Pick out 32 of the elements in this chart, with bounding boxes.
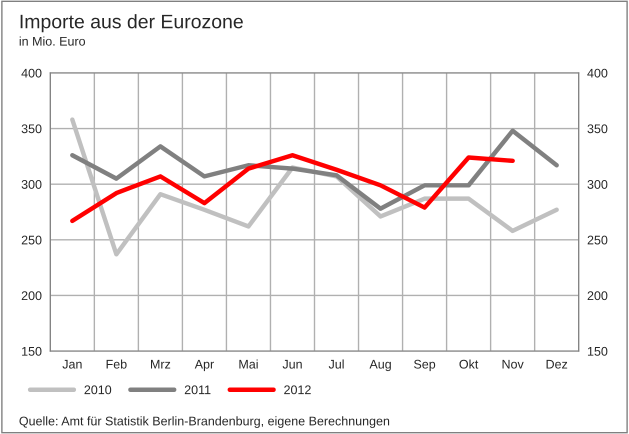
x-tick-label: Jan xyxy=(62,360,82,369)
legend-label: 2011 xyxy=(184,385,210,394)
y2-tick-label: 150 xyxy=(588,346,608,356)
source-note: Quelle: Amt für Statistik Berlin-Brandenburg, eigene Berechnungen xyxy=(19,416,390,428)
y2-tick-label: 200 xyxy=(588,291,608,300)
x-tick-label: Dez xyxy=(546,360,568,369)
y-tick-label: 350 xyxy=(22,124,42,134)
y2-tick-label: 300 xyxy=(587,180,608,189)
legend-label: 2010 xyxy=(84,385,112,394)
x-tick-label: Mai xyxy=(239,359,258,369)
x-tick-label: Okt xyxy=(459,359,478,369)
chart-subtitle: in Mio. Euro xyxy=(20,36,86,46)
y-tick-label: 250 xyxy=(22,236,42,244)
y-tick-label: 150 xyxy=(22,346,42,356)
legend-label: 2012 xyxy=(284,385,311,394)
y-tick-label: 400 xyxy=(21,68,42,78)
chart-title: Importe aus der Eurozone xyxy=(20,14,243,32)
x-tick-label: Jul xyxy=(328,359,344,369)
x-tick-label: Jun xyxy=(282,360,302,369)
y-tick-label: 200 xyxy=(22,291,42,300)
x-tick-label: Feb xyxy=(106,359,127,369)
y2-tick-label: 350 xyxy=(587,124,608,134)
line-series xyxy=(70,128,559,211)
x-tick-label: Apr xyxy=(194,360,214,372)
x-tick-label: Aug xyxy=(369,360,391,372)
x-tick-label: Sep xyxy=(414,360,436,372)
x-tick-label: Mrz xyxy=(151,360,170,368)
y-tick-label: 300 xyxy=(22,180,42,189)
x-tick-label: Nov xyxy=(502,360,524,369)
y2-tick-label: 250 xyxy=(588,236,608,244)
line-series xyxy=(70,153,515,224)
y2-tick-label: 400 xyxy=(587,68,608,78)
